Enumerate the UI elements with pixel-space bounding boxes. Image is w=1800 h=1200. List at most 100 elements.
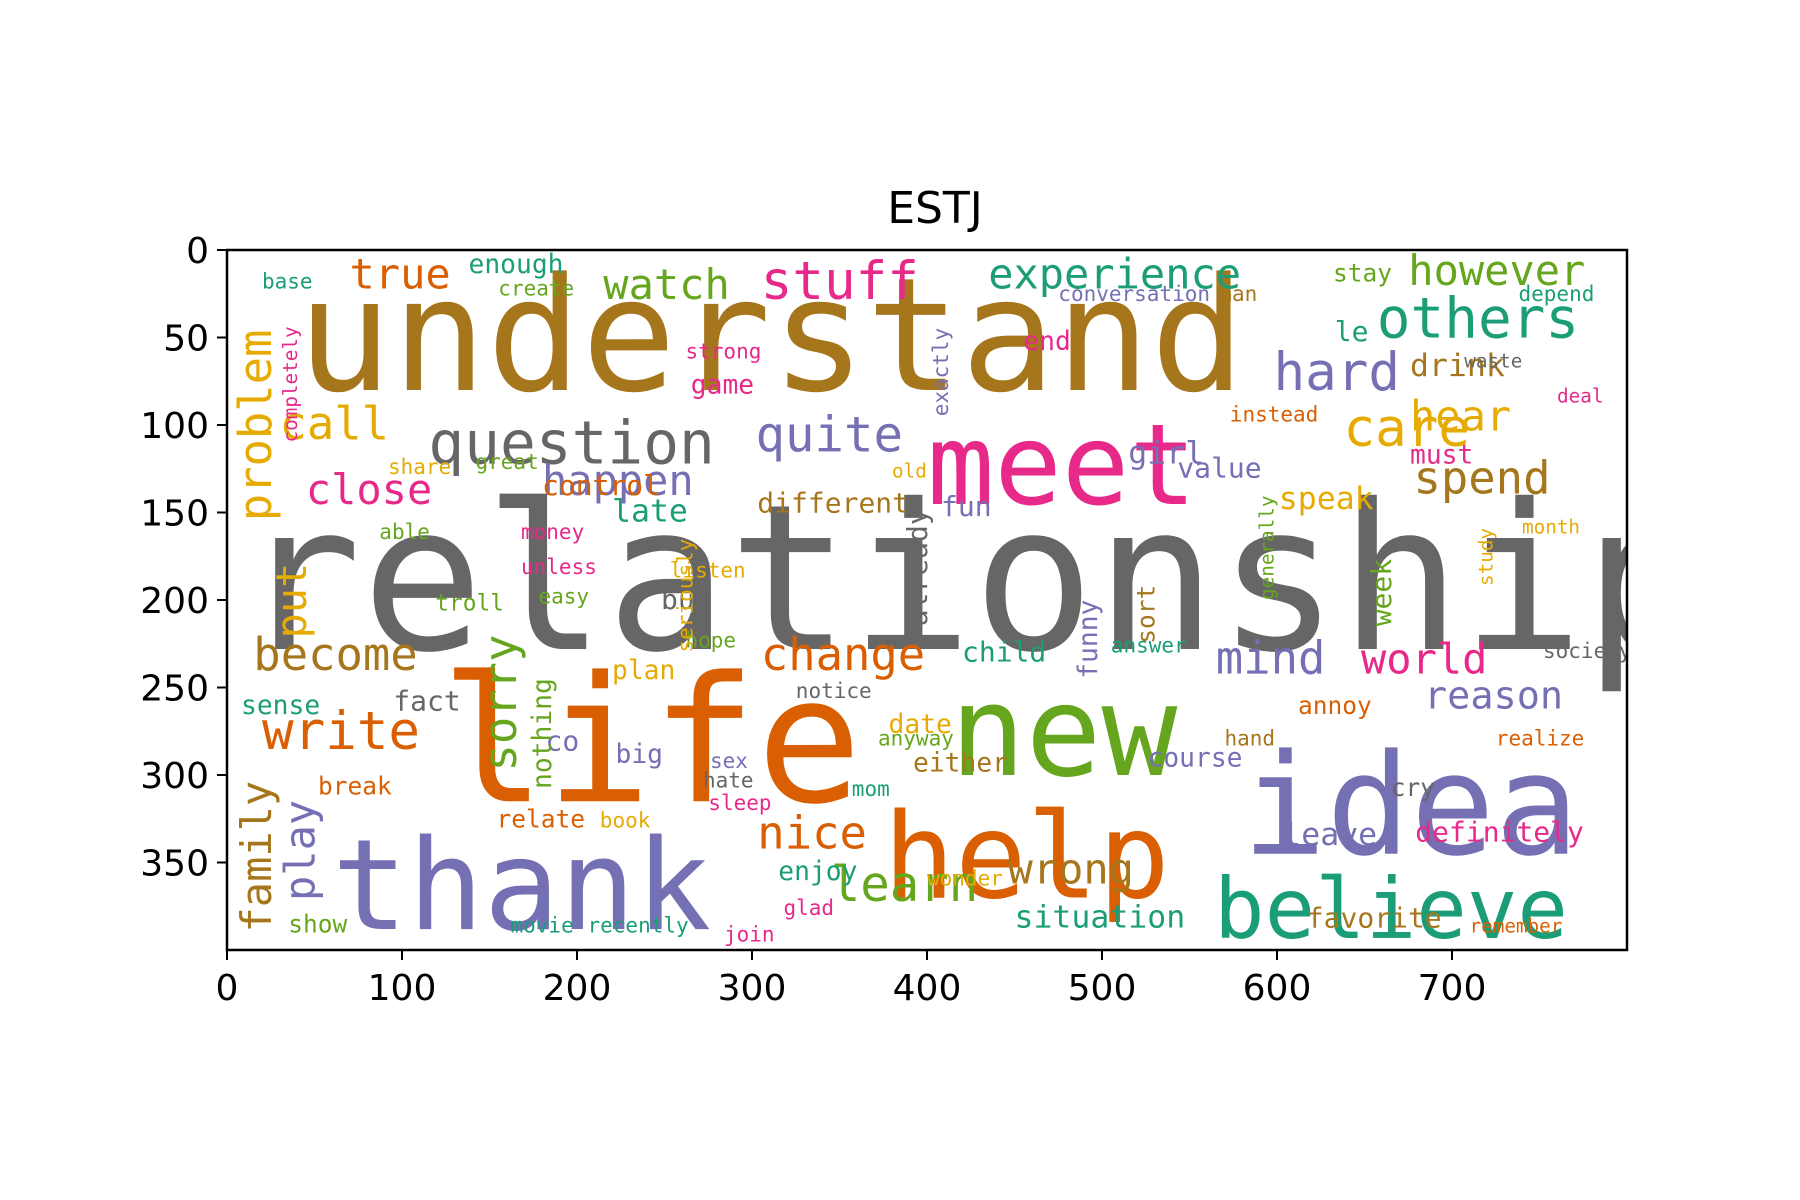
word-fact: fact [393, 684, 460, 717]
word-show: show [288, 910, 347, 939]
word-become: become [253, 628, 417, 681]
word-stay: stay [1333, 259, 1392, 288]
word-notice: notice [796, 679, 872, 703]
word-le: le [1335, 315, 1369, 348]
word-hard: hard [1274, 342, 1400, 403]
word-learn: learn [831, 856, 979, 913]
word-buy: buy [661, 583, 712, 616]
word-idea: idea [1242, 725, 1579, 888]
word-reason: reason [1424, 674, 1563, 719]
word-fun: fun [941, 490, 992, 523]
word-value: value [1177, 452, 1261, 485]
word-share: share [388, 455, 451, 479]
word-watch: watch [603, 260, 729, 309]
word-old: old [892, 460, 927, 483]
word-care: care [1344, 398, 1470, 459]
word-experience: experience [988, 250, 1241, 299]
word-mind: mind [1216, 632, 1326, 685]
y-tick-label: 200 [140, 581, 209, 622]
word-month: month [1522, 516, 1580, 539]
word-strong: strong [686, 340, 762, 364]
word-child: child [962, 635, 1046, 668]
word-join: join [724, 922, 775, 946]
word-enough: enough [469, 250, 564, 280]
word-leave: leave [1282, 817, 1377, 853]
word-stuff: stuff [761, 251, 919, 312]
word-understand: understand [297, 245, 1245, 428]
word-thank: thank [332, 812, 711, 959]
word-funny: funny [1074, 600, 1104, 679]
word-however: however [1408, 246, 1585, 295]
word-sense: sense [241, 691, 320, 721]
word-sex: sex [710, 749, 748, 773]
word-money: money [521, 520, 584, 544]
word-answer: answer [1111, 634, 1187, 658]
word-situation: situation [1015, 899, 1186, 935]
word-happen: happen [542, 456, 694, 505]
word-annoy: annoy [1298, 691, 1372, 720]
word-question: question [428, 410, 715, 479]
word-wonder: wonder [927, 866, 1003, 890]
x-tick-label: 700 [1418, 968, 1487, 1009]
word-hope: hope [686, 628, 737, 652]
word-must: must [1410, 441, 1473, 471]
word-book: book [600, 809, 651, 833]
word-waste: waste [1464, 349, 1522, 372]
word-end: end [1023, 327, 1071, 357]
x-tick-label: 0 [216, 968, 239, 1009]
word-problem: problem [229, 330, 282, 522]
word-either: either [913, 749, 1008, 779]
word-drink: drink [1410, 348, 1505, 384]
y-tick-label: 150 [140, 494, 209, 535]
word-sorry: sorry [474, 635, 527, 772]
x-tick-label: 200 [543, 968, 612, 1009]
word-anyway: anyway [878, 726, 954, 750]
y-tick-label: 0 [186, 231, 209, 272]
word-family: family [232, 781, 281, 933]
x-axis: 0 100 200 300 400 500 600 700 [216, 950, 1487, 1009]
word-easy: easy [539, 585, 590, 609]
x-tick-label: 500 [1068, 968, 1137, 1009]
x-tick-label: 400 [893, 968, 962, 1009]
word-recently: recently [588, 914, 689, 938]
word-create: create [498, 277, 574, 301]
word-base: base [262, 270, 313, 294]
word-new: new [950, 658, 1178, 805]
word-course: course [1148, 743, 1243, 773]
word-society: society [1543, 639, 1632, 663]
y-tick-label: 300 [140, 756, 209, 797]
word-completely: completely [279, 326, 302, 442]
chart-title: ESTJ [887, 183, 983, 234]
y-axis: 0 50 100 150 200 250 300 350 [140, 231, 227, 885]
word-call: call [280, 397, 390, 450]
x-tick-label: 600 [1243, 968, 1312, 1009]
word-nice: nice [757, 807, 867, 860]
word-control: control [542, 469, 660, 502]
word-help: help [883, 789, 1170, 927]
word-troll: troll [435, 591, 504, 617]
word-speak: speak [1279, 481, 1374, 517]
word-meet: meet [927, 401, 1197, 531]
word-sleep: sleep [708, 791, 771, 815]
word-generally: generally [1256, 496, 1279, 600]
word-wrong: wrong [1008, 845, 1134, 894]
word-write: write [262, 701, 420, 762]
word-different: different [757, 487, 909, 520]
word-man: man [1219, 282, 1257, 306]
y-tick-label: 100 [140, 406, 209, 447]
word-change: change [761, 628, 925, 681]
word-girl: girl [1128, 436, 1204, 472]
word-put: put [267, 563, 316, 639]
x-tick-label: 100 [368, 968, 437, 1009]
word-late: late [612, 493, 688, 529]
word-co: co [546, 725, 580, 758]
word-realize: realize [1496, 726, 1585, 750]
word-date: date [889, 710, 952, 740]
word-glad: glad [784, 896, 835, 920]
x-tick-label: 300 [718, 968, 787, 1009]
word-big: big [616, 740, 664, 770]
word-game: game [691, 371, 754, 401]
word-hand: hand [1225, 726, 1276, 750]
word-sort: sort [1132, 585, 1161, 644]
